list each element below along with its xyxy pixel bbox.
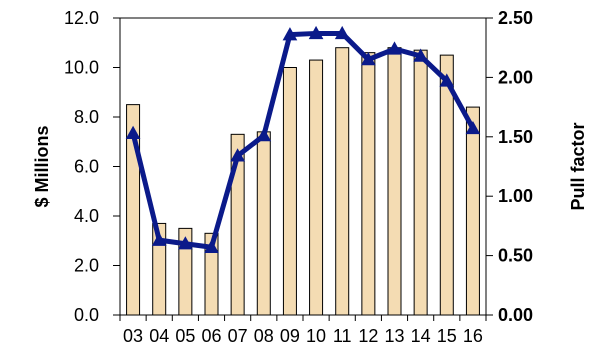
right-axis-label: Pull factor xyxy=(568,122,588,210)
right-tick-label-1.50: 1.50 xyxy=(498,127,533,147)
left-tick-label-6.0: 6.0 xyxy=(74,157,99,177)
right-tick-label-2.50: 2.50 xyxy=(498,8,533,28)
left-tick-label-10.0: 10.0 xyxy=(64,58,99,78)
bar-15 xyxy=(439,54,454,316)
right-tick-label-0.00: 0.00 xyxy=(498,305,533,325)
bar-16 xyxy=(465,106,480,316)
pull-factor-marker-10 xyxy=(308,25,324,40)
pull-factor-marker-16 xyxy=(465,120,481,135)
x-tick-label-12: 12 xyxy=(358,326,378,346)
bar-13 xyxy=(387,47,402,316)
pull-factor-marker-11 xyxy=(334,25,350,40)
bar-14 xyxy=(413,49,428,316)
pull-factor-marker-04 xyxy=(151,232,167,246)
right-axis-ticks: 0.00 0.50 1.00 1.50 2.00 2.50 xyxy=(486,8,533,325)
x-tick-label-06: 06 xyxy=(201,326,221,346)
pull-factor-marker-12 xyxy=(361,52,376,66)
pull-factor-marker-05 xyxy=(178,236,193,250)
left-tick-label-2.0: 2.0 xyxy=(74,256,99,276)
x-tick-label-14: 14 xyxy=(411,326,431,346)
bar-09 xyxy=(282,67,297,316)
left-tick-label-4.0: 4.0 xyxy=(74,206,99,226)
left-tick-label-0.0: 0.0 xyxy=(74,305,99,325)
pull-factor-marker-07 xyxy=(230,148,245,162)
x-tick-label-16: 16 xyxy=(463,326,483,346)
x-tick-label-10: 10 xyxy=(306,326,326,346)
pull-factor-marker-15 xyxy=(439,73,455,87)
line-series xyxy=(125,25,481,253)
right-tick-label-1.00: 1.00 xyxy=(498,186,533,206)
bar-10 xyxy=(309,59,324,316)
pull-factor-marker-14 xyxy=(413,48,428,62)
x-tick-label-04: 04 xyxy=(149,326,169,346)
left-tick-label-12.0: 12.0 xyxy=(64,8,99,28)
left-tick-label-8.0: 8.0 xyxy=(74,107,99,127)
x-tick-label-08: 08 xyxy=(254,326,274,346)
x-axis-ticks: 03 04 05 06 07 08 09 10 11 12 13 14 15 16 xyxy=(119,315,487,346)
right-tick-label-2.00: 2.00 xyxy=(498,67,533,87)
bar-05 xyxy=(178,227,193,316)
bar-series xyxy=(126,47,480,316)
left-axis-label: $ Millions xyxy=(32,125,52,207)
bar-03 xyxy=(126,104,141,316)
bar-04 xyxy=(152,222,167,316)
bar-12 xyxy=(361,52,376,316)
bar-07 xyxy=(230,133,245,316)
x-tick-label-03: 03 xyxy=(123,326,143,346)
right-tick-label-0.50: 0.50 xyxy=(498,246,533,266)
x-tick-label-07: 07 xyxy=(228,326,248,346)
left-axis-ticks: 0.0 2.0 4.0 6.0 8.0 10.0 12.0 xyxy=(64,8,120,325)
x-tick-label-09: 09 xyxy=(280,326,300,346)
x-tick-label-13: 13 xyxy=(384,326,404,346)
x-tick-label-05: 05 xyxy=(175,326,195,346)
pull-factor-marker-06 xyxy=(204,239,219,253)
x-tick-label-11: 11 xyxy=(333,326,352,346)
bar-08 xyxy=(256,131,271,316)
pull-factor-marker-13 xyxy=(387,41,402,55)
bar-06 xyxy=(204,232,219,316)
bar-11 xyxy=(335,47,350,316)
pull-factor-marker-03 xyxy=(125,125,141,139)
pull-factor-marker-08 xyxy=(256,128,272,142)
pull-factor-marker-09 xyxy=(282,27,298,41)
x-tick-label-15: 15 xyxy=(437,326,457,346)
